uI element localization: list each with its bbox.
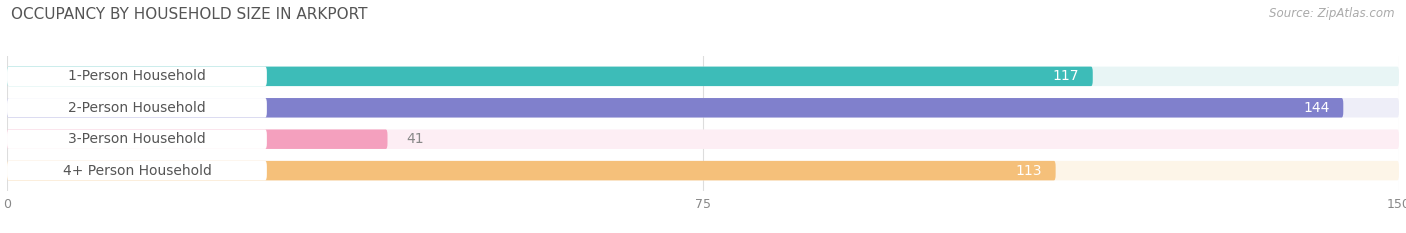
Text: 113: 113	[1015, 164, 1042, 178]
Text: 1-Person Household: 1-Person Household	[67, 69, 205, 83]
FancyBboxPatch shape	[7, 130, 267, 149]
FancyBboxPatch shape	[7, 130, 1399, 149]
FancyBboxPatch shape	[7, 130, 388, 149]
FancyBboxPatch shape	[7, 67, 267, 86]
FancyBboxPatch shape	[7, 98, 1399, 117]
Text: 117: 117	[1052, 69, 1078, 83]
FancyBboxPatch shape	[7, 98, 1343, 117]
FancyBboxPatch shape	[7, 67, 1399, 86]
Text: 144: 144	[1303, 101, 1330, 115]
Text: 41: 41	[406, 132, 423, 146]
Text: Source: ZipAtlas.com: Source: ZipAtlas.com	[1270, 7, 1395, 20]
FancyBboxPatch shape	[7, 98, 267, 117]
Text: 3-Person Household: 3-Person Household	[67, 132, 205, 146]
Text: 2-Person Household: 2-Person Household	[67, 101, 205, 115]
FancyBboxPatch shape	[7, 67, 1092, 86]
Text: OCCUPANCY BY HOUSEHOLD SIZE IN ARKPORT: OCCUPANCY BY HOUSEHOLD SIZE IN ARKPORT	[11, 7, 368, 22]
Text: 4+ Person Household: 4+ Person Household	[62, 164, 211, 178]
FancyBboxPatch shape	[7, 161, 1056, 180]
FancyBboxPatch shape	[7, 161, 1399, 180]
FancyBboxPatch shape	[7, 161, 267, 180]
